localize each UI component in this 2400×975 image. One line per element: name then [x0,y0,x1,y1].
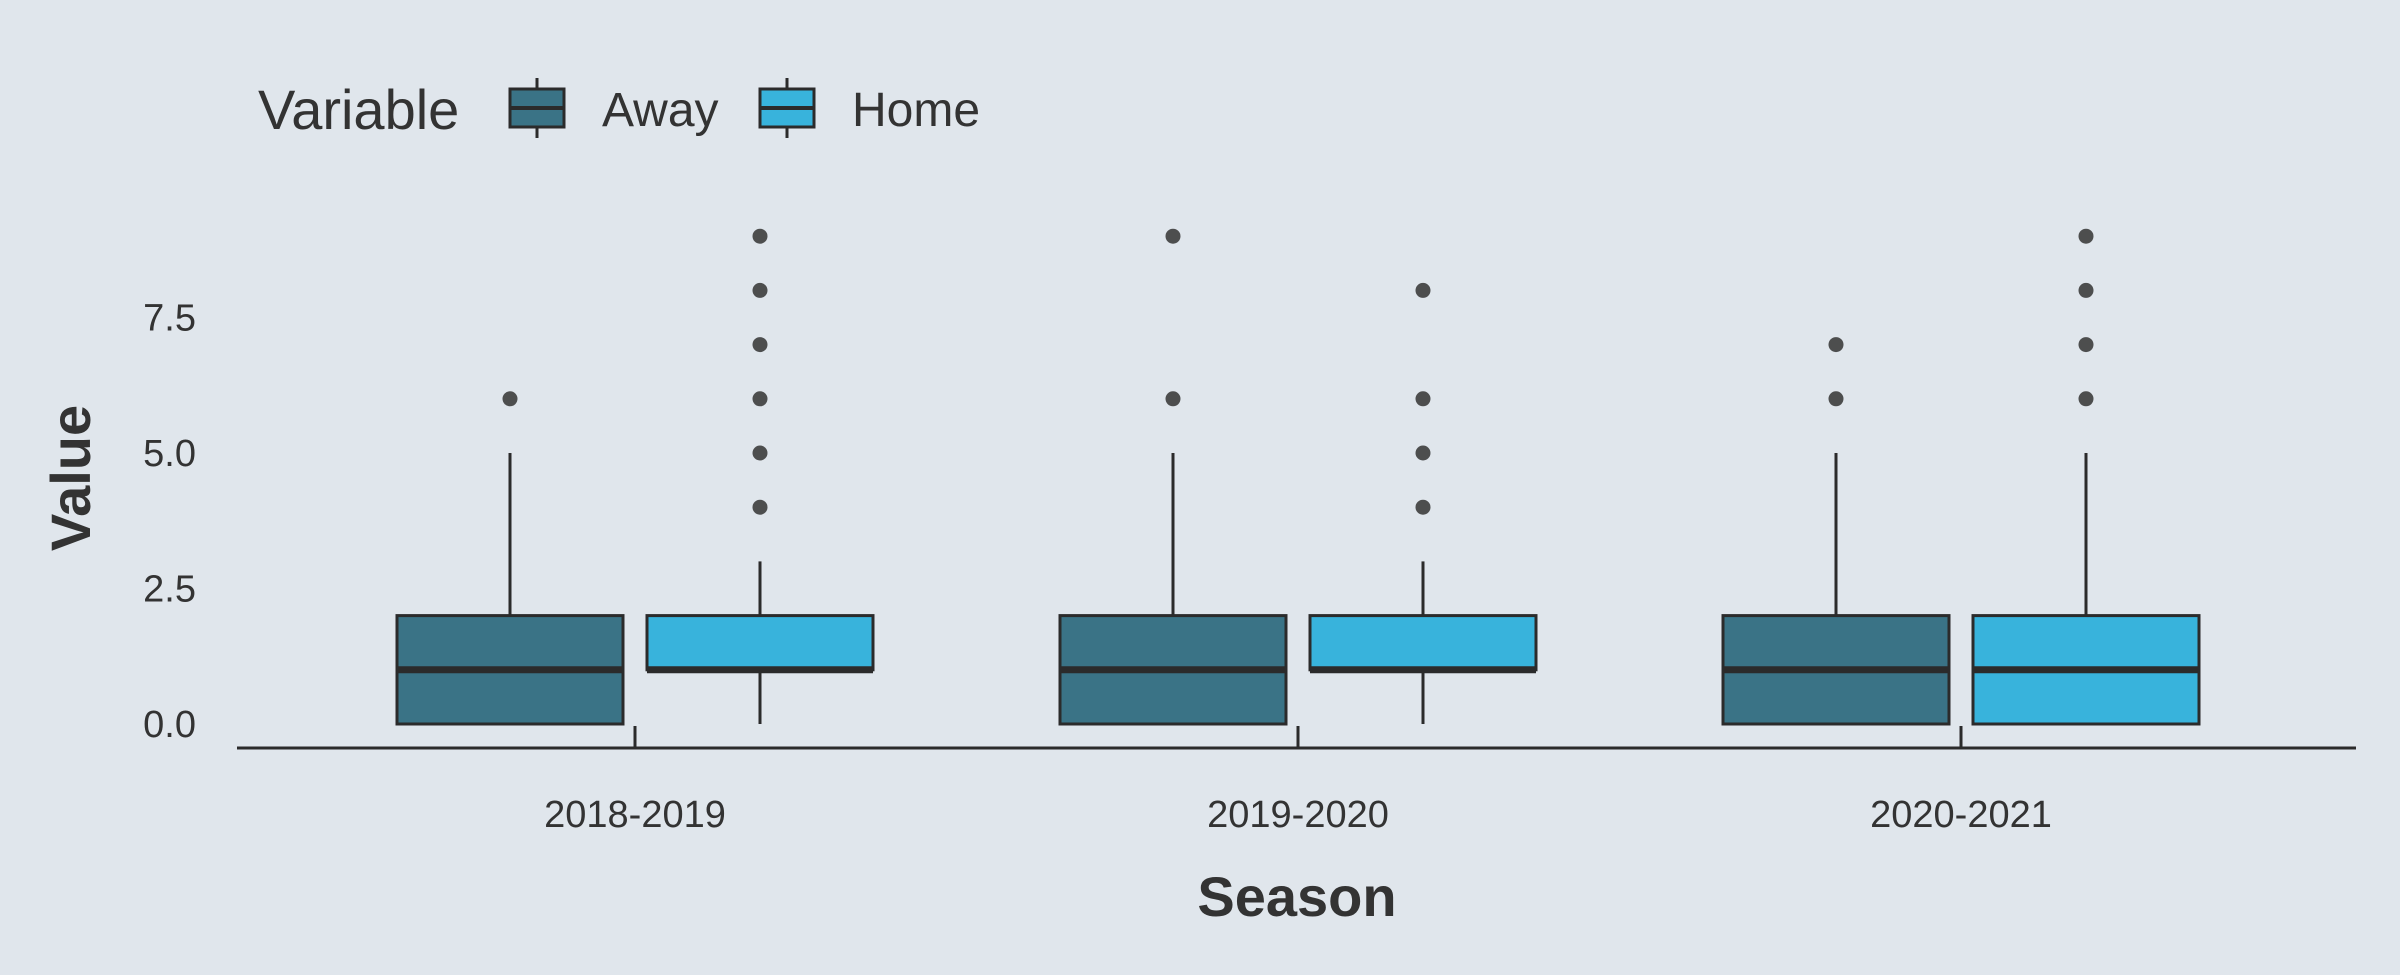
outlier-point [1165,391,1181,407]
x-tick-label: 2019-2020 [1207,794,1389,836]
x-tick-label: 2020-2021 [1870,794,2052,836]
plot-area: 0.0 2.5 5.0 7.5 2018-2019 2019-2020 2020-2021 [143,228,2356,836]
legend-title: Variable [258,78,459,141]
y-tick-label: 2.5 [143,569,196,611]
outlier-point [752,282,768,298]
outlier-point [2078,337,2094,353]
outlier-point [1415,499,1431,515]
outlier-point [752,228,768,244]
y-tick-label: 5.0 [143,433,196,475]
box-home-2020-2021 [1971,228,2201,726]
outlier-point [1828,391,1844,407]
outlier-point [2078,228,2094,244]
y-axis-title: Value [39,405,102,551]
box-home-2019-2020 [1308,282,1538,724]
outlier-point [752,445,768,461]
legend-item-home: Home [758,78,980,138]
outlier-point [1165,228,1181,244]
outlier-point [2078,282,2094,298]
outlier-point [2078,391,2094,407]
legend-label: Home [852,84,980,137]
legend: Variable Away Home [258,78,980,141]
outlier-point [1415,282,1431,298]
x-axis-title: Season [1197,865,1396,928]
box-home-2018-2019 [645,228,875,724]
outlier-point [1415,391,1431,407]
outlier-point [502,391,518,407]
y-tick-label: 7.5 [143,298,196,340]
legend-item-away: Away [508,78,719,138]
box-away-2020-2021 [1721,337,1951,726]
outlier-point [1828,337,1844,353]
outlier-point [752,337,768,353]
box-away-2019-2020 [1058,228,1288,726]
outlier-point [1415,445,1431,461]
y-tick-label: 0.0 [143,704,196,746]
outlier-point [752,499,768,515]
legend-label: Away [602,84,719,137]
x-tick-label: 2018-2019 [544,794,726,836]
outlier-point [752,391,768,407]
box-away-2018-2019 [395,391,625,726]
box-body [645,614,875,672]
box-body [1308,614,1538,672]
